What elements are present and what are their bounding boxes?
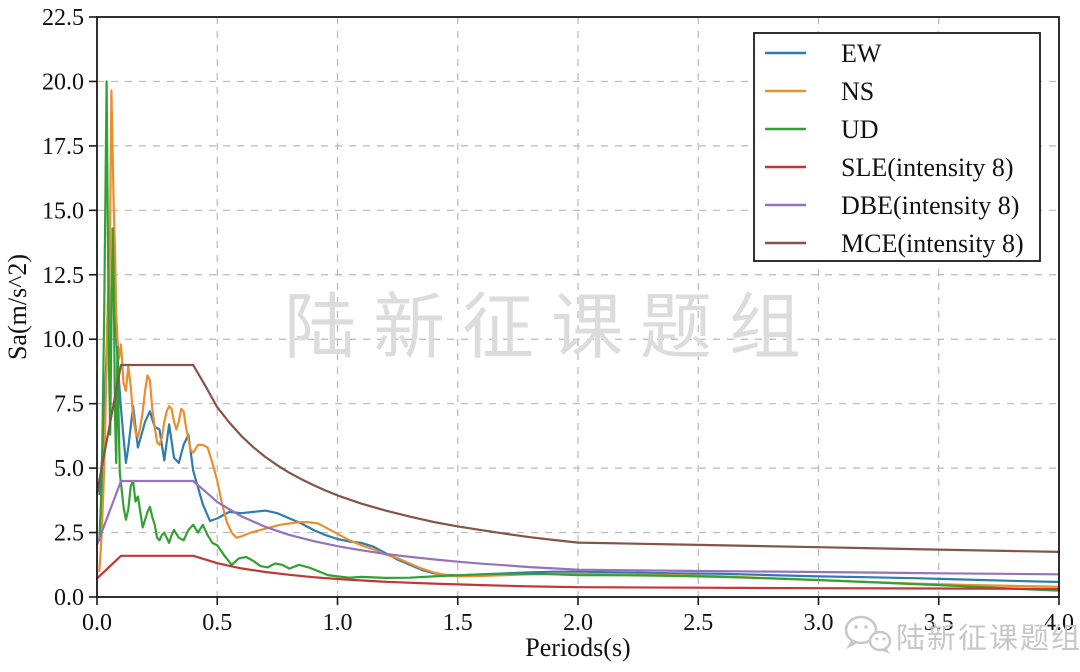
series-line-ud bbox=[98, 80, 1061, 592]
series-line-ns bbox=[98, 89, 1061, 588]
corner-watermark-text: 陆新征课题组 bbox=[896, 622, 1080, 655]
series-line-mce-intensity-8- bbox=[95, 363, 1061, 554]
x-tick-label: 0.0 bbox=[82, 610, 112, 636]
y-tick-label: 2.5 bbox=[54, 521, 84, 547]
y-tick-label: 22.5 bbox=[42, 5, 84, 31]
legend-entry: NS bbox=[765, 77, 874, 106]
legend-label: NS bbox=[841, 77, 874, 106]
legend-box bbox=[753, 32, 1041, 262]
x-tick-label: 2.0 bbox=[563, 610, 593, 636]
legend-entry: EW bbox=[765, 39, 882, 68]
legend-label: SLE(intensity 8) bbox=[841, 153, 1014, 182]
x-tick-label: 3.5 bbox=[924, 610, 954, 636]
center-watermark: 陆新征课题组 bbox=[284, 288, 818, 368]
series-lines bbox=[95, 80, 1061, 592]
legend-entry: SLE(intensity 8) bbox=[765, 153, 1014, 182]
y-tick-label: 20.0 bbox=[42, 69, 84, 95]
series-line-ew bbox=[98, 245, 1061, 584]
series-line-sle-intensity-8- bbox=[95, 554, 1061, 591]
y-tick-label: 7.5 bbox=[54, 392, 84, 418]
x-tick-label: 4.0 bbox=[1044, 610, 1074, 636]
y-tick-label: 5.0 bbox=[54, 456, 84, 482]
corner-watermark: 陆新征课题组 bbox=[844, 615, 1080, 655]
legend-label: UD bbox=[841, 115, 879, 144]
x-axis-label: Periods(s) bbox=[525, 633, 630, 662]
y-tick-label: 12.5 bbox=[42, 263, 84, 289]
x-tick-label: 3.0 bbox=[804, 610, 834, 636]
legend-label: MCE(intensity 8) bbox=[841, 229, 1024, 258]
legend: EW NS UD SLE(intensity 8) DBE(intensity 8) MC… bbox=[753, 32, 1041, 262]
y-tick-label: 10.0 bbox=[42, 327, 84, 353]
axis-tick-labels: 0.0 0.5 1.0 1.5 2.0 2.5 3.0 3.5 4.0 0.0 2.5 5.0 7.5 1… bbox=[42, 5, 1074, 636]
y-tick-label: 17.5 bbox=[42, 134, 84, 160]
x-tick-label: 1.0 bbox=[323, 610, 353, 636]
x-tick-label: 0.5 bbox=[202, 610, 232, 636]
legend-entry: DBE(intensity 8) bbox=[765, 191, 1019, 220]
legend-label: DBE(intensity 8) bbox=[841, 191, 1019, 220]
axis-ticks bbox=[89, 16, 1060, 605]
x-tick-label: 1.5 bbox=[443, 610, 473, 636]
series-line-dbe-intensity-8- bbox=[95, 479, 1061, 576]
x-tick-label: 2.5 bbox=[683, 610, 713, 636]
y-tick-label: 15.0 bbox=[42, 198, 84, 224]
y-axis-label: Sa(m/s^2) bbox=[3, 254, 32, 360]
legend-entry: UD bbox=[765, 115, 879, 144]
wechat-icon bbox=[844, 615, 892, 654]
y-tick-label: 0.0 bbox=[54, 585, 84, 611]
legend-entry: MCE(intensity 8) bbox=[765, 229, 1024, 258]
legend-label: EW bbox=[841, 39, 882, 68]
